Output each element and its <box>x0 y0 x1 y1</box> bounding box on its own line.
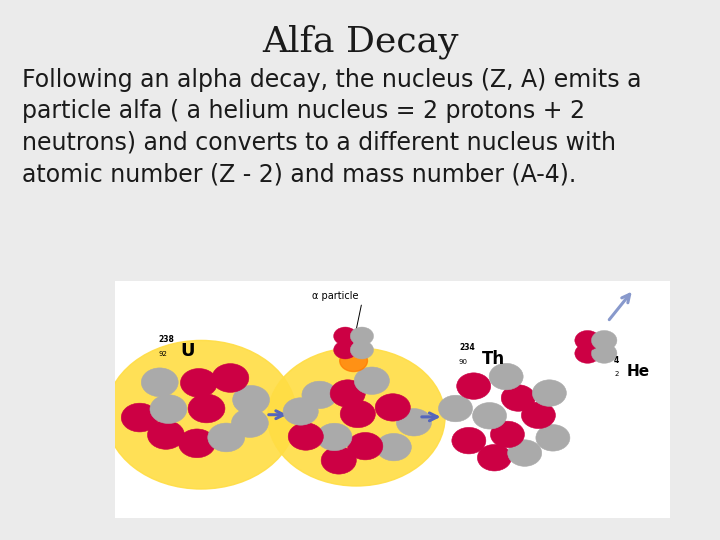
Circle shape <box>348 433 383 460</box>
Circle shape <box>575 343 600 363</box>
Text: 238: 238 <box>158 335 174 344</box>
Circle shape <box>341 400 375 428</box>
Text: He: He <box>626 364 649 379</box>
Circle shape <box>340 350 367 372</box>
Text: Following an alpha decay, the nucleus (Z, A) emits a
particle alfa ( a helium nu: Following an alpha decay, the nucleus (Z… <box>22 68 641 186</box>
Circle shape <box>188 394 225 423</box>
Circle shape <box>141 368 178 397</box>
Text: 92: 92 <box>158 352 167 357</box>
Text: 90: 90 <box>459 359 468 364</box>
Circle shape <box>477 444 511 471</box>
Circle shape <box>288 423 323 450</box>
Circle shape <box>591 330 617 350</box>
Text: Th: Th <box>482 350 505 368</box>
Circle shape <box>150 395 187 423</box>
Text: α particle: α particle <box>312 291 359 301</box>
Circle shape <box>490 421 524 448</box>
Circle shape <box>397 409 431 436</box>
Circle shape <box>489 363 523 390</box>
Circle shape <box>121 403 158 432</box>
Text: 234: 234 <box>459 343 474 352</box>
Circle shape <box>212 363 249 393</box>
Circle shape <box>472 402 507 429</box>
Circle shape <box>521 402 555 429</box>
Circle shape <box>333 327 357 345</box>
Circle shape <box>283 398 318 425</box>
Circle shape <box>268 348 445 486</box>
Circle shape <box>375 394 410 421</box>
Circle shape <box>233 386 269 414</box>
Circle shape <box>350 341 374 359</box>
Circle shape <box>317 423 352 451</box>
Text: 2: 2 <box>614 371 618 377</box>
FancyBboxPatch shape <box>115 281 670 518</box>
Circle shape <box>508 440 541 467</box>
Circle shape <box>350 327 374 345</box>
Circle shape <box>532 380 567 406</box>
Circle shape <box>456 373 491 400</box>
Text: Alfa Decay: Alfa Decay <box>262 24 458 59</box>
Circle shape <box>354 367 390 394</box>
Circle shape <box>181 368 217 397</box>
Circle shape <box>179 429 215 458</box>
Circle shape <box>452 427 486 454</box>
Text: U: U <box>181 342 195 360</box>
Circle shape <box>376 434 411 461</box>
Circle shape <box>231 409 269 437</box>
Text: 4: 4 <box>614 356 619 365</box>
Circle shape <box>302 381 337 409</box>
Circle shape <box>501 385 535 411</box>
Circle shape <box>330 380 365 407</box>
Circle shape <box>321 447 356 474</box>
Circle shape <box>148 421 184 449</box>
Circle shape <box>575 330 600 350</box>
Circle shape <box>106 340 297 489</box>
Circle shape <box>333 341 357 359</box>
Circle shape <box>536 424 570 451</box>
Circle shape <box>438 395 472 422</box>
Circle shape <box>591 343 617 363</box>
Circle shape <box>208 423 245 452</box>
